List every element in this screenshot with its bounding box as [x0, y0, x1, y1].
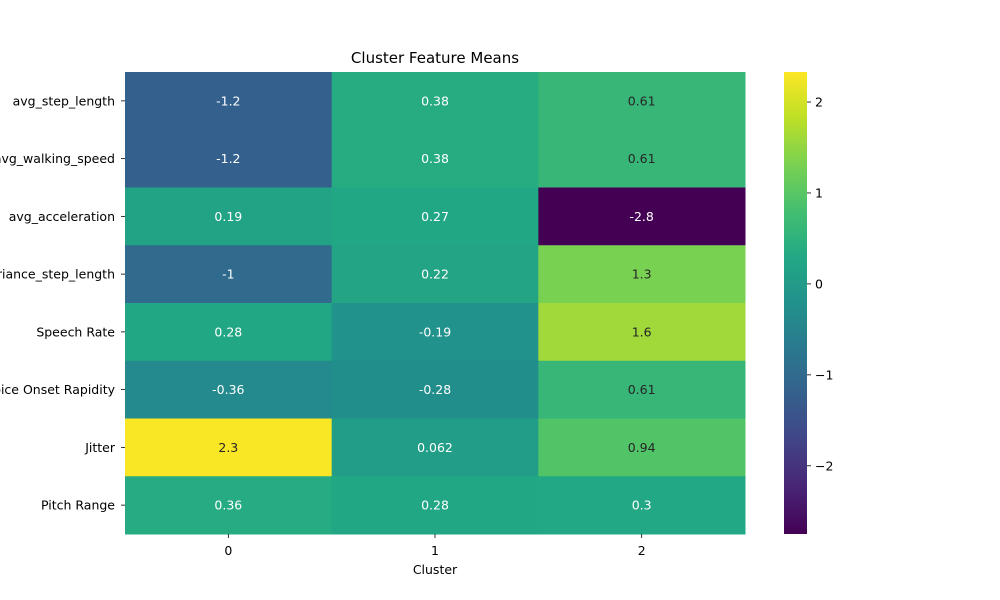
heatmap-cell — [125, 476, 333, 535]
heatmap-cell — [331, 303, 539, 362]
heatmap-cell — [538, 476, 746, 535]
heatmap-cell — [331, 360, 539, 419]
heatmap-cell — [125, 418, 333, 477]
y-tick-label: Jitter — [84, 440, 116, 455]
heatmap-cell — [331, 245, 539, 304]
cell-value-label: 0.38 — [421, 93, 449, 108]
cell-value-label: 0.28 — [214, 324, 242, 339]
cell-value-label: 0.61 — [628, 151, 656, 166]
y-tick-labels: avg_step_length avg_walking_speed avg_acce… — [0, 93, 125, 513]
y-tick-label: avg_acceleration — [9, 209, 115, 224]
heatmap-cell — [125, 303, 333, 362]
chart-title: Cluster Feature Means — [351, 49, 519, 67]
cell-value-label: 0.38 — [421, 151, 449, 166]
heatmap-cell — [538, 129, 746, 188]
cell-value-label: 0.27 — [421, 209, 449, 224]
y-tick-label: avg_step_length — [13, 93, 115, 108]
heatmap-cell — [331, 187, 539, 246]
y-tick-label: avg_walking_speed — [0, 151, 115, 166]
y-tick-label: variance_step_length — [0, 267, 115, 282]
cell-value-label: 1.3 — [632, 267, 652, 282]
cell-value-label: -1.2 — [216, 93, 240, 108]
y-tick-label: Voice Onset Rapidity — [0, 382, 116, 397]
heatmap-cell — [538, 418, 746, 477]
x-tick-label: 1 — [431, 543, 439, 558]
heatmap-cells: -1.2 0.38 0.61 -1.2 0.38 0.61 0.19 0.27 -2.8 -1 0.… — [125, 72, 746, 535]
cell-value-label: -1.2 — [216, 151, 240, 166]
cell-value-label: 0.36 — [214, 498, 242, 513]
cell-value-label: -2.8 — [629, 209, 653, 224]
x-tick-labels: 0 1 2 — [224, 534, 646, 558]
heatmap-cell — [331, 476, 539, 535]
cell-value-label: 0.3 — [632, 498, 652, 513]
colorbar-tick-label: 2 — [815, 95, 823, 110]
cell-value-label: 1.6 — [632, 324, 652, 339]
heatmap-cell — [125, 245, 333, 304]
heatmap-cell — [125, 187, 333, 246]
heatmap-cell — [331, 129, 539, 188]
cell-value-label: -0.19 — [419, 324, 451, 339]
cell-value-label: 0.062 — [417, 440, 453, 455]
cell-value-label: 0.61 — [628, 93, 656, 108]
colorbar-tick-label: −1 — [815, 367, 833, 382]
heatmap-cell — [125, 360, 333, 419]
cell-value-label: 0.28 — [421, 498, 449, 513]
heatmap-cell — [125, 129, 333, 188]
colorbar-tick-label: 0 — [815, 276, 823, 291]
heatmap-cell — [125, 72, 333, 131]
colorbar: 2 1 0 −1 −2 — [784, 72, 833, 534]
y-tick-label: Speech Rate — [36, 324, 115, 339]
x-tick-label: 2 — [638, 543, 646, 558]
cell-value-label: -1 — [222, 267, 234, 282]
heatmap-cell — [538, 187, 746, 246]
y-tick-label: Pitch Range — [41, 498, 115, 513]
cell-value-label: 0.94 — [628, 440, 656, 455]
cell-value-label: -0.28 — [419, 382, 451, 397]
cell-value-label: 2.3 — [218, 440, 238, 455]
heatmap-cell — [331, 418, 539, 477]
cell-value-label: -0.36 — [212, 382, 244, 397]
colorbar-tick-label: −2 — [815, 458, 833, 473]
cell-value-label: 0.19 — [214, 209, 242, 224]
colorbar-gradient — [784, 72, 807, 534]
heatmap-cell — [538, 303, 746, 362]
heatmap-cell — [538, 360, 746, 419]
colorbar-tick-label: 1 — [815, 185, 823, 200]
cell-value-label: 0.22 — [421, 267, 449, 282]
x-tick-label: 0 — [224, 543, 232, 558]
x-axis-label: Cluster — [413, 562, 458, 577]
heatmap-cell — [538, 245, 746, 304]
heatmap-cell — [538, 72, 746, 131]
heatmap-cell — [331, 72, 539, 131]
cell-value-label: 0.61 — [628, 382, 656, 397]
